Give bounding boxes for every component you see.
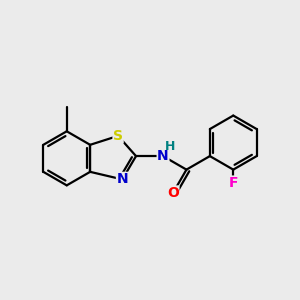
Text: O: O [167, 186, 179, 200]
Text: N: N [116, 172, 128, 186]
Text: F: F [229, 176, 238, 190]
Text: S: S [113, 129, 123, 143]
Text: N: N [157, 149, 169, 163]
Text: H: H [165, 140, 175, 153]
